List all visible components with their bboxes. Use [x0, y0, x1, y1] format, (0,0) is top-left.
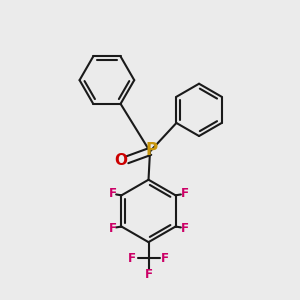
Text: F: F — [109, 221, 117, 235]
Text: F: F — [128, 252, 136, 265]
Text: O: O — [114, 153, 127, 168]
Text: F: F — [161, 252, 169, 265]
Text: F: F — [145, 268, 152, 281]
Text: F: F — [181, 221, 188, 235]
Text: F: F — [181, 187, 188, 200]
Text: P: P — [145, 141, 157, 159]
Text: F: F — [109, 187, 117, 200]
